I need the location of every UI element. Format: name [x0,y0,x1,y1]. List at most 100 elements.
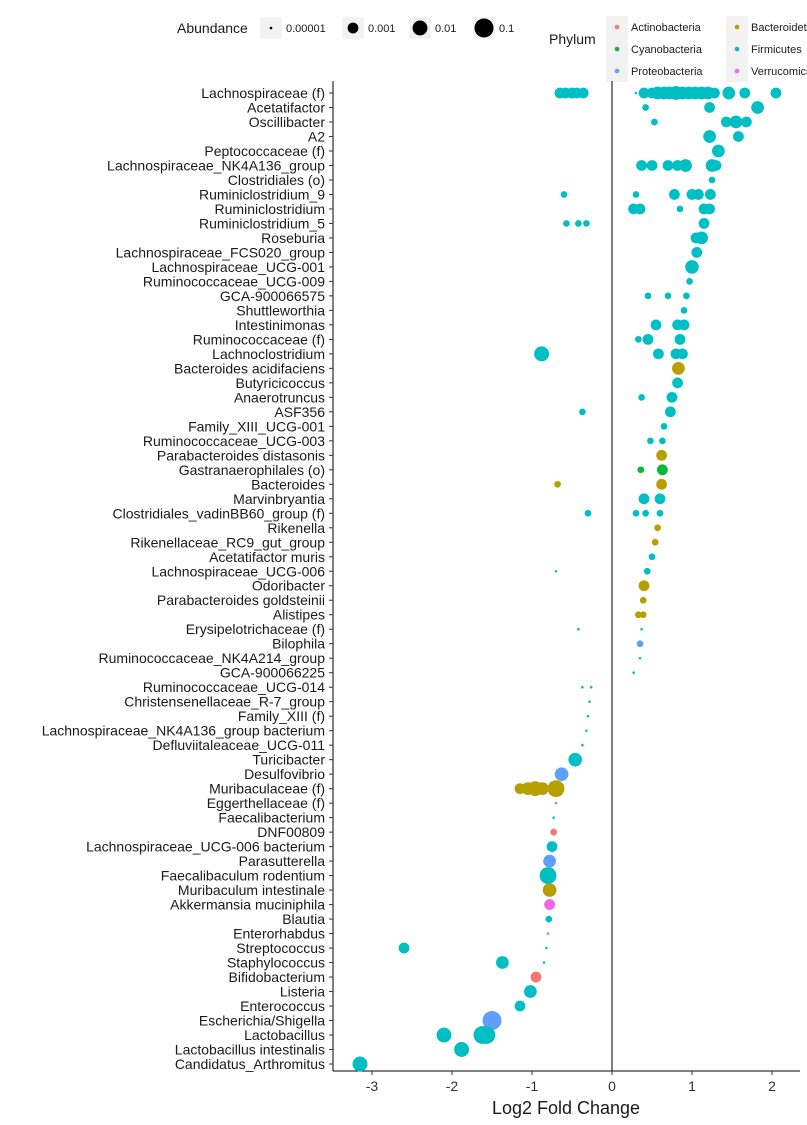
y-tick-label: Lactobacillus intestinalis [175,1042,325,1058]
y-tick-label: Ruminiclostridium [215,201,325,217]
y-tick-label: GCA-900066575 [220,288,325,304]
y-tick-label: Roseburia [261,230,325,246]
data-point [638,393,645,401]
data-point [554,767,569,781]
y-tick-label: Lachnospiraceae_NK4A136_group bacterium [42,723,325,739]
data-point [632,509,640,517]
data-point [638,87,650,99]
data-point [634,91,638,95]
size-legend-dot [347,22,359,34]
data-point [712,144,725,158]
data-point [543,854,556,868]
y-tick-label: Butyricicoccus [236,375,325,391]
size-legend-label: 0.001 [368,23,396,35]
y-tick-label: Clostridiales_vadinBB60_group (f) [113,505,325,521]
data-point [710,160,722,171]
y-tick-label: Lachnoclostridium [212,346,325,362]
data-point [665,406,676,418]
data-point [550,828,557,836]
data-point [496,956,509,969]
data-point [568,752,583,767]
data-point [352,1056,368,1072]
y-tick-label: Turicibacter [252,752,325,768]
data-point [545,946,548,950]
y-tick-label: Marvinbryantia [233,491,325,507]
y-tick-label: Lachnospiraceae_UCG-001 [151,259,325,275]
x-tick-label: 2 [768,1078,776,1094]
data-point [657,464,668,476]
y-tick-label: Candidatus_Arthromitus [175,1056,325,1072]
data-point [542,883,557,897]
y-tick-label: Gastranaerophilales (o) [179,462,325,478]
size-legend-dot [269,26,273,30]
size-legend-title: Abundance [177,20,248,36]
data-point [653,348,664,360]
y-tick-label: Parabacteroides goldsteinii [157,592,325,608]
y-tick-label: Anaerotruncus [234,389,325,405]
data-point [639,611,647,619]
data-point [546,841,558,853]
y-tick-label: Bacteroides acidifaciens [174,360,325,376]
data-point [733,131,744,142]
data-point [672,377,683,389]
data-point [482,1011,502,1031]
data-point [709,87,720,99]
y-tick-label: Ruminococcaceae_NK4A214_group [99,650,326,666]
data-point [648,553,656,561]
data-point [643,567,651,575]
data-point [669,189,680,200]
y-tick-label: Listeria [280,984,325,1000]
y-tick-label: Muribaculaceae (f) [209,781,325,797]
y-tick-label: ASF356 [274,404,325,420]
data-point [656,478,667,490]
data-point [685,260,699,274]
y-tick-label: Acetatifactor muris [209,549,325,565]
y-tick-label: Lachnospiraceae_NK4A136_group [107,157,325,173]
y-tick-label: Parabacteroides distasonis [157,447,325,463]
data-point [691,247,703,258]
data-point [644,292,652,300]
y-tick-label: Faecalibaculum rodentium [161,868,325,884]
y-tick-label: DNF00809 [257,824,325,840]
data-point [676,205,684,213]
data-point [560,191,568,198]
data-point [722,86,736,100]
y-tick-label: Enterococcus [240,998,325,1014]
data-point [634,203,646,215]
data-point [704,203,715,215]
data-point [640,627,643,631]
data-point [575,220,582,227]
data-point [656,449,667,461]
x-tick-label: 1 [688,1078,696,1094]
y-tick-label: Faecalibacterium [218,810,325,826]
x-tick-label: 0 [608,1078,616,1094]
y-tick-label: Staphylococcus [227,955,325,971]
x-tick-label: -3 [366,1078,379,1094]
y-tick-label: Bifidobacterium [229,969,326,985]
data-point [589,685,593,689]
y-tick-label: Lachnospiraceae_UCG-006 [151,563,325,579]
data-point [751,101,764,114]
color-legend-label: Actinobacteria [631,22,702,34]
y-tick-label: Odoribacter [252,578,325,594]
data-point [585,729,588,732]
data-point [698,218,710,229]
data-point [632,671,635,675]
data-point [642,333,654,345]
y-tick-label: Ruminococcaceae_UCG-014 [143,679,325,695]
data-point [686,278,693,285]
y-tick-label: Ruminiclostridium_9 [199,186,325,202]
color-legend-label: Bacteroidetes [751,22,807,34]
y-tick-label: Escherichia/Shigella [199,1013,325,1029]
y-tick-label: Shuttleworthia [236,302,325,318]
y-tick-label: Blautia [282,911,325,927]
y-tick-label: Intestinimonas [235,317,325,333]
y-tick-label: Rikenellaceae_RC9_gut_group [130,534,325,550]
data-point [563,220,570,227]
size-legend: Abundance 0.00001 0.001 0.01 0.1 [177,17,514,39]
data-point [651,118,658,126]
data-point [739,87,751,99]
data-point [705,189,716,200]
data-point [554,801,558,805]
